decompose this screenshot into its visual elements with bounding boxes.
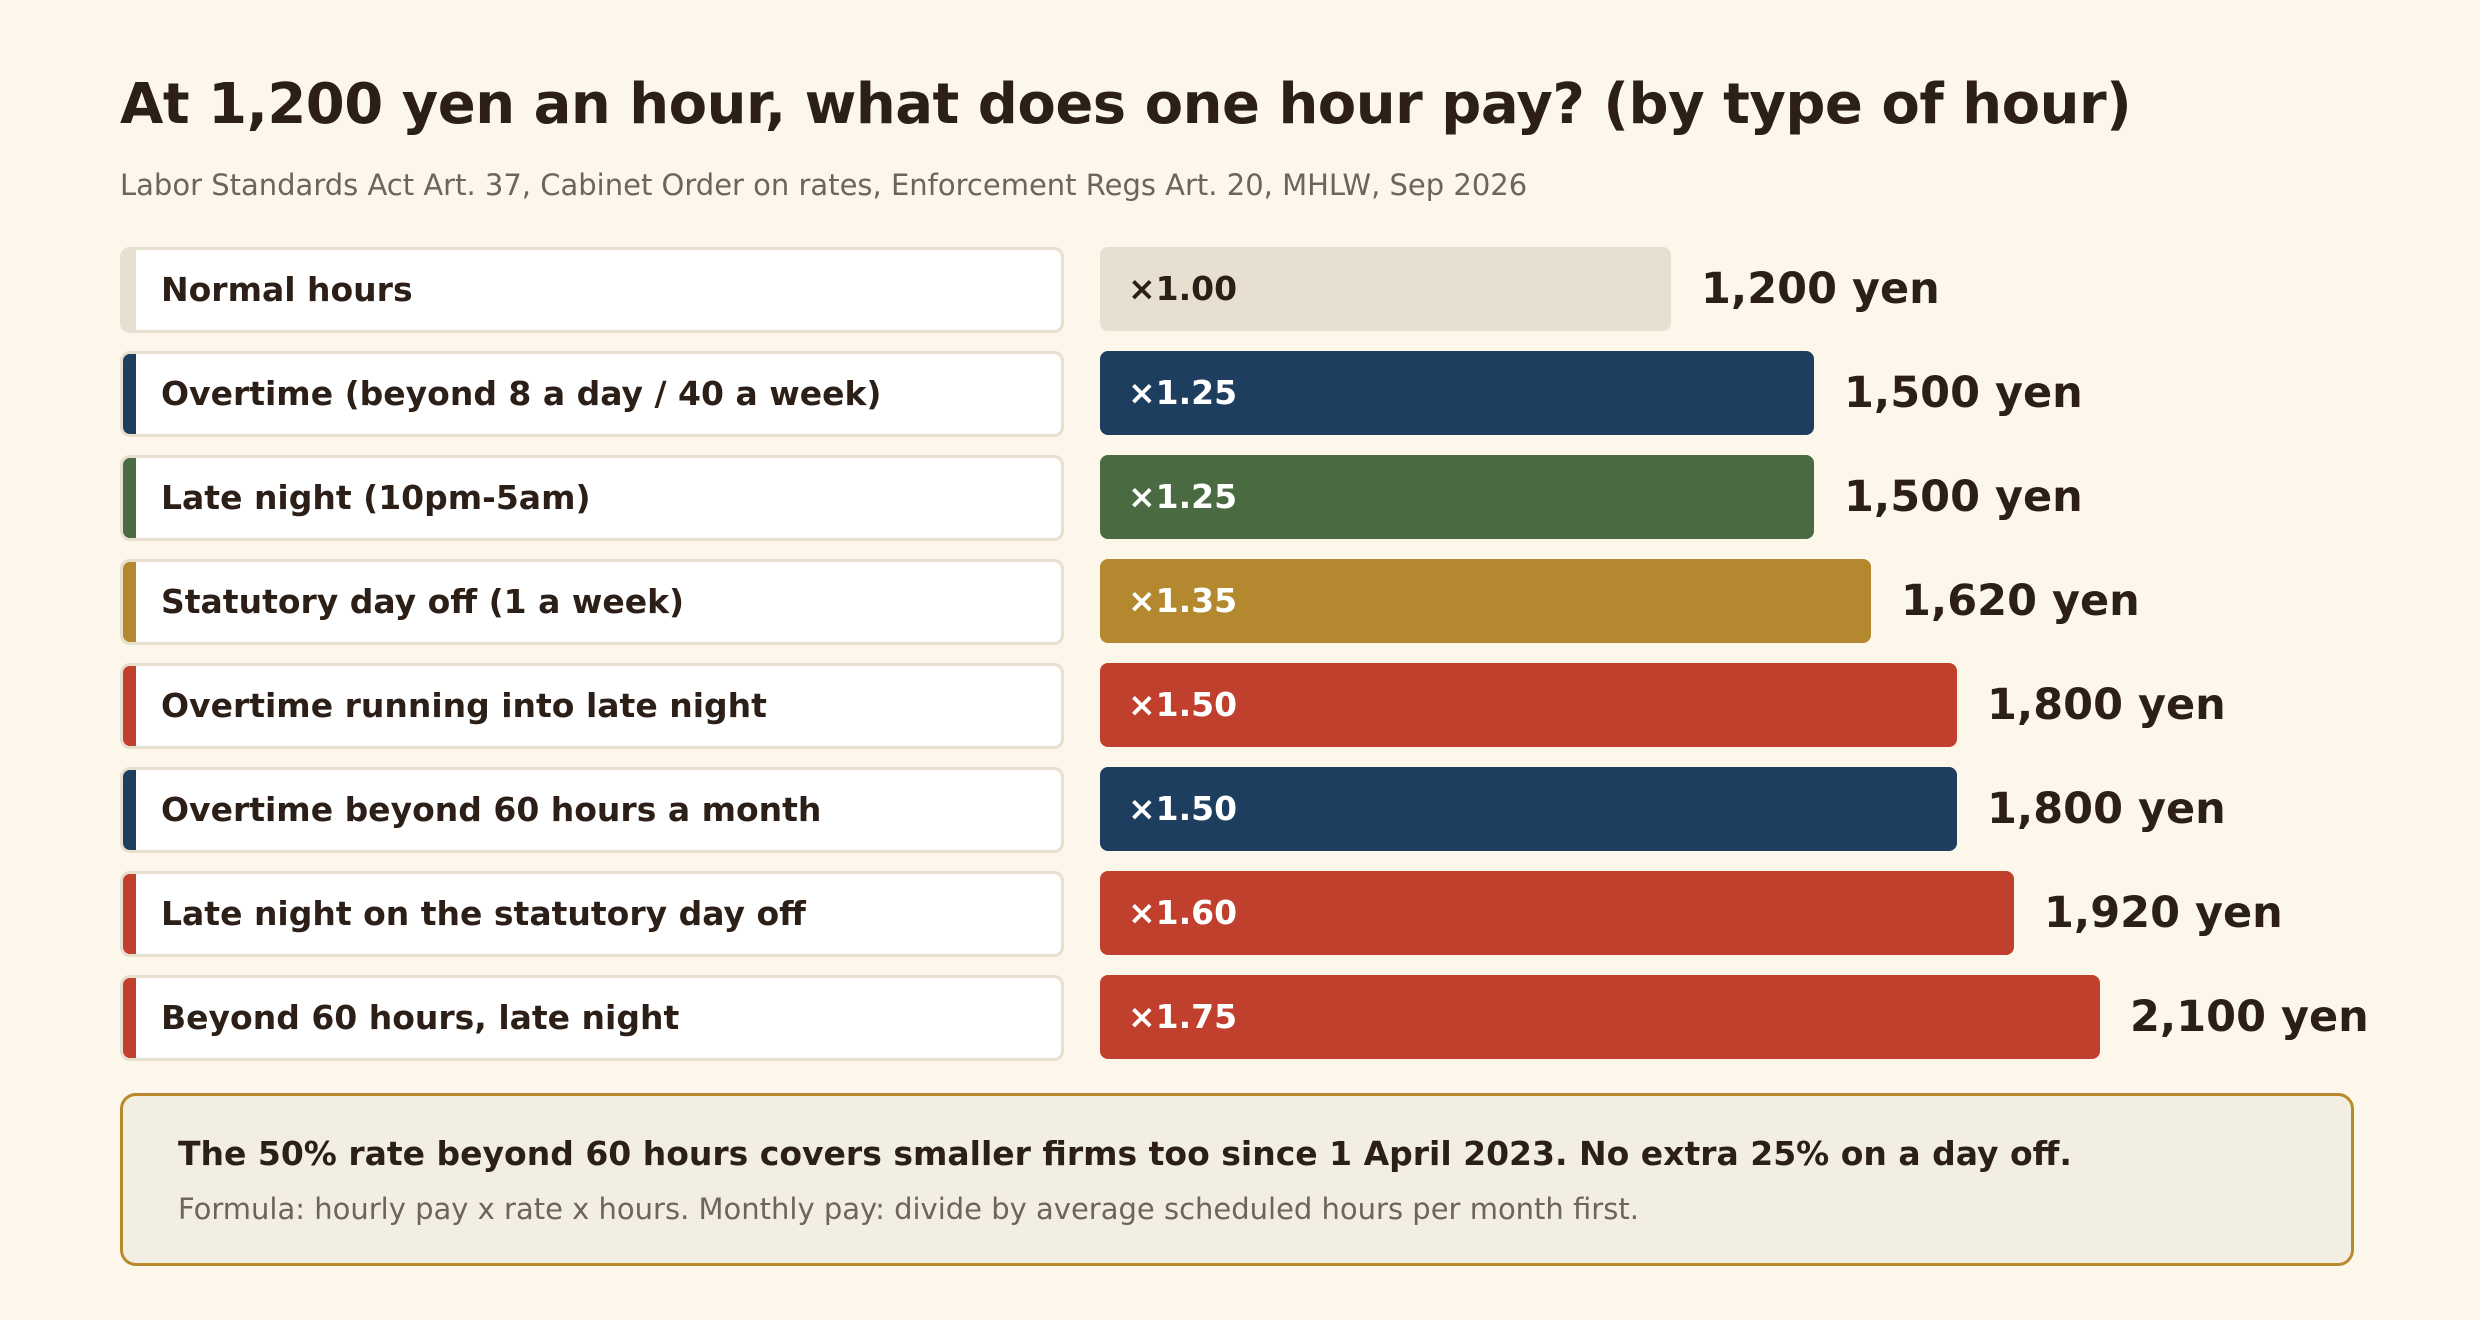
- category-color-accent: [123, 250, 136, 330]
- category-color-accent: [123, 354, 136, 434]
- hourly-pay-value-label: 2,100 yen: [2130, 992, 2369, 1042]
- category-label: Late night on the statutory day off: [161, 894, 806, 933]
- category-label: Statutory day off (1 a week): [161, 582, 685, 621]
- bar: ×1.50: [1100, 767, 1957, 851]
- bar-row: Overtime running into late night ×1.50 1,8…: [120, 663, 2360, 749]
- rate-multiplier-label: ×1.50: [1128, 789, 1238, 828]
- chart-subtitle: Labor Standards Act Art. 37, Cabinet Ord…: [120, 168, 1528, 202]
- footnote-formula-text: Formula: hourly pay x rate x hours. Mont…: [178, 1192, 1639, 1226]
- hourly-pay-value-label: 1,500 yen: [1844, 368, 2083, 418]
- rate-multiplier-label: ×1.25: [1128, 373, 1238, 412]
- hourly-pay-value-label: 1,500 yen: [1844, 472, 2083, 522]
- category-label-card: Late night on the statutory day off: [120, 871, 1064, 957]
- chart-title: At 1,200 yen an hour, what does one hour…: [120, 72, 2132, 137]
- category-label: Overtime (beyond 8 a day / 40 a week): [161, 374, 882, 413]
- footnote-box: The 50% rate beyond 60 hours covers smal…: [120, 1093, 2354, 1266]
- rate-multiplier-label: ×1.00: [1128, 269, 1238, 308]
- category-color-accent: [123, 978, 136, 1058]
- category-label-card: Statutory day off (1 a week): [120, 559, 1064, 645]
- hourly-pay-value-label: 1,920 yen: [2044, 888, 2283, 938]
- category-label-card: Overtime (beyond 8 a day / 40 a week): [120, 351, 1064, 437]
- bar-row: Overtime (beyond 8 a day / 40 a week) ×1.…: [120, 351, 2360, 437]
- category-label: Late night (10pm-5am): [161, 478, 591, 517]
- hourly-pay-value-label: 1,200 yen: [1701, 264, 1940, 314]
- category-label: Overtime beyond 60 hours a month: [161, 790, 822, 829]
- category-color-accent: [123, 770, 136, 850]
- bar: ×1.60: [1100, 871, 2014, 955]
- category-color-accent: [123, 458, 136, 538]
- category-label-card: Normal hours: [120, 247, 1064, 333]
- bar-row: Late night on the statutory day off ×1.60…: [120, 871, 2360, 957]
- bar: ×1.75: [1100, 975, 2100, 1059]
- category-color-accent: [123, 874, 136, 954]
- bar-row: Normal hours ×1.00 1,200 yen: [120, 247, 2360, 333]
- rate-multiplier-label: ×1.25: [1128, 477, 1238, 516]
- category-label-card: Late night (10pm-5am): [120, 455, 1064, 541]
- chart-page: At 1,200 yen an hour, what does one hour…: [120, 60, 2369, 1266]
- category-label-card: Overtime running into late night: [120, 663, 1064, 749]
- bar: ×1.25: [1100, 351, 1814, 435]
- footnote-main-text: The 50% rate beyond 60 hours covers smal…: [178, 1134, 2072, 1173]
- bar-row: Beyond 60 hours, late night ×1.75 2,100 ye…: [120, 975, 2369, 1061]
- hourly-pay-value-label: 1,800 yen: [1987, 784, 2226, 834]
- rate-multiplier-label: ×1.50: [1128, 685, 1238, 724]
- rate-multiplier-label: ×1.60: [1128, 893, 1238, 932]
- category-label-card: Beyond 60 hours, late night: [120, 975, 1064, 1061]
- bar: ×1.00: [1100, 247, 1671, 331]
- bar-row: Statutory day off (1 a week) ×1.35 1,620 y…: [120, 559, 2360, 645]
- category-label-card: Overtime beyond 60 hours a month: [120, 767, 1064, 853]
- bar-rows: Normal hours ×1.00 1,200 yen Overtime (beyo…: [120, 247, 2369, 1079]
- category-label: Beyond 60 hours, late night: [161, 998, 680, 1037]
- rate-multiplier-label: ×1.75: [1128, 997, 1238, 1036]
- category-label: Overtime running into late night: [161, 686, 767, 725]
- bar: ×1.50: [1100, 663, 1957, 747]
- bar-row: Late night (10pm-5am) ×1.25 1,500 yen: [120, 455, 2360, 541]
- bar: ×1.25: [1100, 455, 1814, 539]
- category-label: Normal hours: [161, 270, 413, 309]
- hourly-pay-value-label: 1,800 yen: [1987, 680, 2226, 730]
- rate-multiplier-label: ×1.35: [1128, 581, 1238, 620]
- category-color-accent: [123, 666, 136, 746]
- category-color-accent: [123, 562, 136, 642]
- bar: ×1.35: [1100, 559, 1871, 643]
- bar-row: Overtime beyond 60 hours a month ×1.50 1,8…: [120, 767, 2360, 853]
- hourly-pay-value-label: 1,620 yen: [1901, 576, 2140, 626]
